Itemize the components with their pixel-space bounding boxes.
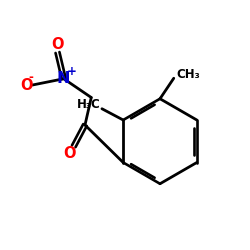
Text: +: + bbox=[67, 65, 77, 78]
Text: O: O bbox=[20, 78, 32, 92]
Text: O: O bbox=[51, 38, 64, 52]
Text: O: O bbox=[64, 146, 76, 161]
Text: CH₃: CH₃ bbox=[176, 68, 200, 81]
Text: H₃C: H₃C bbox=[77, 98, 101, 111]
Text: -: - bbox=[28, 71, 33, 84]
Text: N: N bbox=[57, 71, 70, 86]
